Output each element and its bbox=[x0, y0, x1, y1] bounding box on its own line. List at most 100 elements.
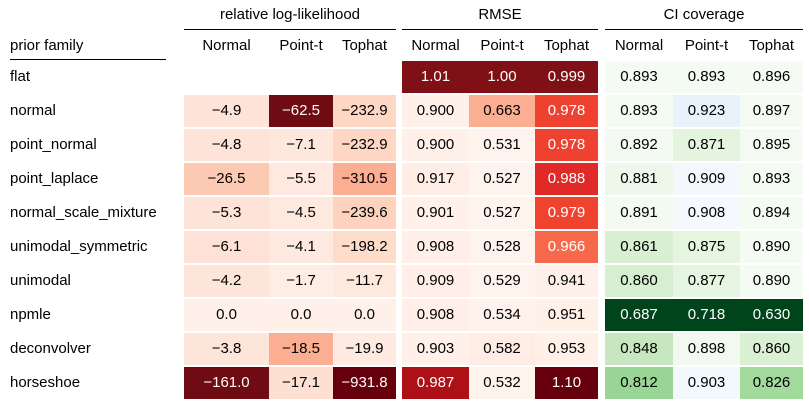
table-cell: −6.1 bbox=[184, 231, 269, 263]
column-header: Point-t bbox=[480, 37, 524, 54]
table-cell: 0.893 bbox=[605, 95, 673, 127]
table-cell: −4.5 bbox=[269, 197, 333, 229]
table-cell: 0.951 bbox=[535, 299, 598, 331]
table-cell: 0.941 bbox=[535, 265, 598, 297]
table-cell: 0.0 bbox=[269, 299, 333, 331]
table-cell: 0.892 bbox=[605, 129, 673, 161]
table-cell: −232.9 bbox=[333, 129, 396, 161]
table-cell: 0.860 bbox=[740, 333, 803, 365]
group-rule-rmse bbox=[402, 29, 598, 30]
table-cell: −26.5 bbox=[184, 163, 269, 195]
table-cell: 0.582 bbox=[469, 333, 535, 365]
table-cell: 0.848 bbox=[605, 333, 673, 365]
table-cell: −232.9 bbox=[333, 95, 396, 127]
table-cell: 0.891 bbox=[605, 197, 673, 229]
table-cell: −239.6 bbox=[333, 197, 396, 229]
table-cell: 0.531 bbox=[469, 129, 535, 161]
group-title-ci-coverage: CI coverage bbox=[663, 6, 745, 23]
group-rule-ci-coverage bbox=[605, 29, 803, 30]
table-cell: 0.908 bbox=[673, 197, 740, 229]
table-cell: 0.988 bbox=[535, 163, 598, 195]
table-cell: −4.9 bbox=[184, 95, 269, 127]
table-cell: −161.0 bbox=[184, 367, 269, 399]
table-cell: −931.8 bbox=[333, 367, 396, 399]
table-cell: 0.898 bbox=[673, 333, 740, 365]
column-header: Tophat bbox=[341, 37, 388, 54]
column-header: Normal bbox=[202, 37, 251, 54]
table-cell: 0.966 bbox=[535, 231, 598, 263]
row-label: npmle bbox=[10, 306, 51, 323]
table-cell: 0.953 bbox=[535, 333, 598, 365]
table-cell: 0.893 bbox=[673, 61, 740, 93]
table-cell: −5.3 bbox=[184, 197, 269, 229]
row-label: normal bbox=[10, 102, 56, 119]
table-cell: 0.812 bbox=[605, 367, 673, 399]
table-cell: 0.890 bbox=[740, 265, 803, 297]
table-cell: −4.1 bbox=[269, 231, 333, 263]
table-cell: −17.1 bbox=[269, 367, 333, 399]
table-cell: 0.923 bbox=[673, 95, 740, 127]
table-cell: 0.909 bbox=[402, 265, 469, 297]
table-cell: 0.861 bbox=[605, 231, 673, 263]
column-header: Tophat bbox=[543, 37, 590, 54]
column-header: Point-t bbox=[684, 37, 729, 54]
table-cell: 0.903 bbox=[402, 333, 469, 365]
group-title-rmse: RMSE bbox=[478, 6, 522, 23]
table-cell: 0.999 bbox=[535, 61, 598, 93]
group-rule-log-likelihood bbox=[184, 29, 396, 30]
table-cell: 0.901 bbox=[402, 197, 469, 229]
table-cell: 0.527 bbox=[469, 163, 535, 195]
table-cell: 0.529 bbox=[469, 265, 535, 297]
table-cell bbox=[269, 61, 333, 93]
table-cell: −62.5 bbox=[269, 95, 333, 127]
table-cell: −18.5 bbox=[269, 333, 333, 365]
table-cell: 0.890 bbox=[740, 231, 803, 263]
table-cell: 0.687 bbox=[605, 299, 673, 331]
table-cell: 0.0 bbox=[333, 299, 396, 331]
table-cell: 0.718 bbox=[673, 299, 740, 331]
table-cell: 0.630 bbox=[740, 299, 803, 331]
table-cell: 1.10 bbox=[535, 367, 598, 399]
table-cell: −7.1 bbox=[269, 129, 333, 161]
table-cell: 0.917 bbox=[402, 163, 469, 195]
table-cell: −4.8 bbox=[184, 129, 269, 161]
table-cell: 0.875 bbox=[673, 231, 740, 263]
table-cell: 0.978 bbox=[535, 129, 598, 161]
row-header-title: prior family bbox=[10, 37, 84, 54]
table-cell: −310.5 bbox=[333, 163, 396, 195]
table-cell bbox=[333, 61, 396, 93]
table-cell: −19.9 bbox=[333, 333, 396, 365]
table-cell: 0.860 bbox=[605, 265, 673, 297]
table-cell: 0.893 bbox=[605, 61, 673, 93]
table-cell: 0.826 bbox=[740, 367, 803, 399]
table-cell: 0.871 bbox=[673, 129, 740, 161]
table-cell: 0.908 bbox=[402, 231, 469, 263]
row-label: point_laplace bbox=[10, 170, 99, 187]
row-label: unimodal bbox=[10, 272, 71, 289]
table-cell: 0.900 bbox=[402, 95, 469, 127]
table-cell: 0.903 bbox=[673, 367, 740, 399]
table-cell: 0.881 bbox=[605, 163, 673, 195]
row-label: normal_scale_mixture bbox=[10, 204, 157, 221]
table-cell: −3.8 bbox=[184, 333, 269, 365]
row-label: deconvolver bbox=[10, 340, 91, 357]
table-cell: 0.894 bbox=[740, 197, 803, 229]
table-cell: 0.978 bbox=[535, 95, 598, 127]
table-cell: 0.532 bbox=[469, 367, 535, 399]
column-header: Tophat bbox=[748, 37, 795, 54]
table-cell: 0.0 bbox=[184, 299, 269, 331]
table-cell: 0.527 bbox=[469, 197, 535, 229]
table-cell: −1.7 bbox=[269, 265, 333, 297]
table-cell: 0.893 bbox=[740, 163, 803, 195]
table-cell: −4.2 bbox=[184, 265, 269, 297]
table-cell: −11.7 bbox=[333, 265, 396, 297]
table-cell: 0.663 bbox=[469, 95, 535, 127]
table-cell: 1.00 bbox=[469, 61, 535, 93]
table-cell: 0.528 bbox=[469, 231, 535, 263]
table-cell: 0.896 bbox=[740, 61, 803, 93]
group-title-log-likelihood: relative log-likelihood bbox=[219, 6, 361, 23]
table-cell: 0.877 bbox=[673, 265, 740, 297]
table-cell: −5.5 bbox=[269, 163, 333, 195]
row-label: horseshoe bbox=[10, 374, 81, 391]
table-cell: 0.895 bbox=[740, 129, 803, 161]
